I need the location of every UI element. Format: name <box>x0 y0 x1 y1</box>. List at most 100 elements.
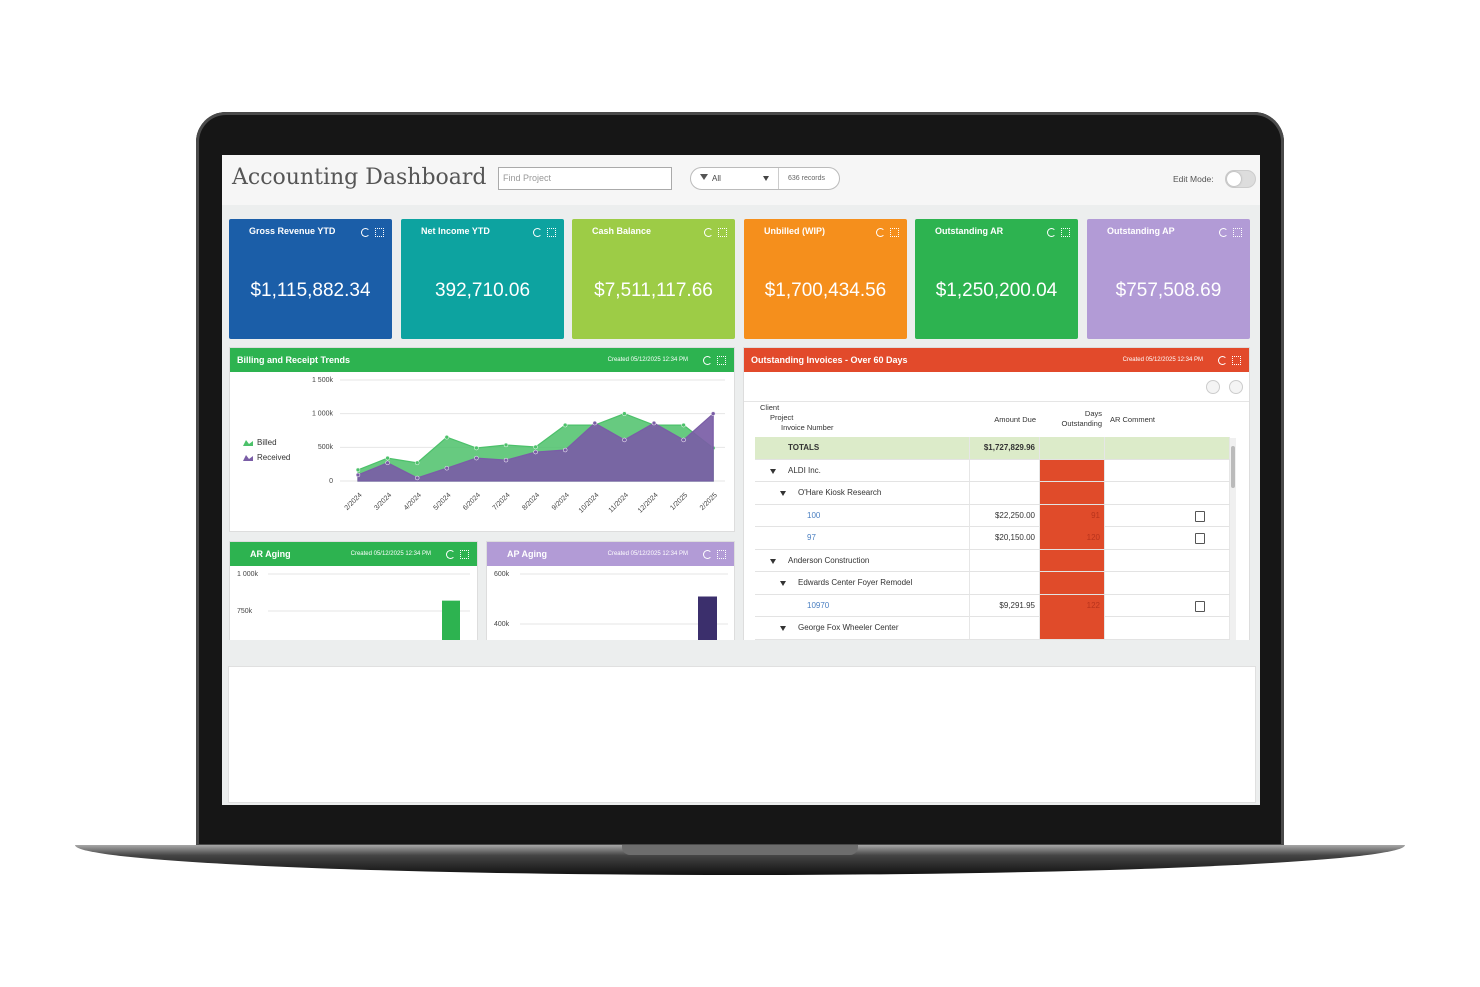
edit-comment-icon[interactable] <box>1195 600 1205 612</box>
data-point <box>385 460 390 466</box>
refresh-icon[interactable] <box>703 550 712 559</box>
amount-due: $9,291.95 <box>999 600 1035 610</box>
laptop-notch <box>622 845 858 855</box>
name-cell: George Fox Wheeler Center <box>755 617 970 639</box>
column-label: AR Comment <box>1110 415 1156 424</box>
data-point <box>622 437 627 443</box>
filter-value[interactable]: All <box>712 174 721 183</box>
expand-icon[interactable] <box>1232 356 1241 365</box>
edit-comment-icon[interactable] <box>1195 533 1205 544</box>
x-tick-label: 3/2024 <box>373 492 393 512</box>
y-tick-label: 1 500k <box>312 377 334 384</box>
divider <box>778 168 779 189</box>
refresh-icon[interactable] <box>704 228 713 237</box>
data-point <box>414 475 420 481</box>
comment-cell <box>1105 594 1230 617</box>
kpi-card: Net Income YTD 392,710.06 <box>401 219 564 339</box>
panel-header: Outstanding Invoices - Over 60 Days Creat… <box>744 348 1249 372</box>
kpi-card: Outstanding AR $1,250,200.04 <box>915 219 1078 339</box>
invoice-label[interactable]: 100 <box>807 510 821 520</box>
client-row: ALDI Inc. <box>755 459 1230 482</box>
days-cell <box>1040 459 1105 481</box>
expand-icon[interactable] <box>1061 228 1070 237</box>
panel-title: Billing and Receipt Trends <box>237 355 351 365</box>
data-point <box>444 434 450 440</box>
expand-icon[interactable] <box>718 228 727 237</box>
expand-icon[interactable] <box>1233 228 1242 237</box>
panel-subtitle: Created 05/12/2025 12:34 PM <box>607 551 688 557</box>
invoice-label[interactable]: 97 <box>807 533 816 542</box>
panel-title: AP Aging <box>507 549 547 559</box>
filter-button[interactable] <box>1229 380 1243 394</box>
kpi-title: Cash Balance <box>592 226 652 236</box>
refresh-icon[interactable] <box>1219 228 1228 237</box>
refresh-icon[interactable] <box>446 550 455 559</box>
data-point <box>651 420 657 426</box>
expand-icon[interactable] <box>460 550 469 559</box>
y-tick-label: 400k <box>494 621 510 628</box>
refresh-icon[interactable] <box>1047 228 1056 237</box>
kpi-title: Unbilled (WIP) <box>764 226 825 236</box>
project-row: Edwards Center Foyer Remodel <box>755 572 1230 595</box>
days-cell <box>1040 482 1105 504</box>
data-point <box>385 455 390 461</box>
expand-caret[interactable] <box>780 581 786 586</box>
dropdown-arrow[interactable] <box>763 176 769 181</box>
legend-label: Billed <box>257 438 277 447</box>
expand-icon[interactable] <box>375 228 384 237</box>
data-point <box>592 420 598 426</box>
scrollbar[interactable] <box>1230 438 1236 640</box>
scroll-thumb[interactable] <box>1231 446 1235 488</box>
cell <box>1040 437 1105 459</box>
kpi-title: Net Income YTD <box>421 226 490 236</box>
refresh-icon[interactable] <box>876 228 885 237</box>
refresh-icon[interactable] <box>1218 356 1227 365</box>
days-outstanding: 122 <box>1086 600 1100 610</box>
kpi-value: $1,250,200.04 <box>935 280 1058 301</box>
column-label: Client <box>760 403 780 412</box>
project-label: O'Hare Kiosk Research <box>798 488 882 497</box>
data-point <box>622 411 627 416</box>
y-tick-label: 500k <box>318 444 334 451</box>
filter-icon <box>700 174 708 180</box>
expand-icon[interactable] <box>717 550 726 559</box>
expand-caret[interactable] <box>770 558 776 564</box>
days-cell: 120 <box>1040 527 1105 549</box>
kpi-card: Gross Revenue YTD $1,115,882.34 <box>229 219 392 339</box>
name-cell: ALDI Inc. <box>755 459 970 481</box>
comment-cell <box>1105 527 1230 549</box>
data-point <box>355 467 361 473</box>
edit-comment-icon[interactable] <box>1195 510 1205 522</box>
x-tick-label: 7/2024 <box>492 492 512 512</box>
table-body: ALDI Inc. O'Hare Kiosk Research 100 $22,250… <box>755 459 1230 640</box>
expand-icon[interactable] <box>717 356 726 365</box>
y-tick-label: 1 000k <box>237 571 259 578</box>
panel-subtitle: Created 05/12/2025 12:34 PM <box>607 357 688 363</box>
refresh-icon[interactable] <box>533 228 542 237</box>
expand-icon[interactable] <box>890 228 899 237</box>
name-cell: O'Hare Kiosk Research <box>755 482 970 504</box>
expand-caret[interactable] <box>780 491 786 496</box>
legend-icon <box>243 455 253 461</box>
data-point <box>533 444 538 450</box>
amount-cell <box>970 572 1040 594</box>
kpi-card: Unbilled (WIP) $1,700,434.56 <box>744 219 907 339</box>
days-cell: 91 <box>1040 504 1105 527</box>
client-label: ALDI Inc. <box>788 465 821 475</box>
expand-caret[interactable] <box>770 468 776 474</box>
days-cell <box>1040 549 1105 571</box>
expand-icon[interactable] <box>547 228 556 237</box>
cell <box>1105 437 1230 459</box>
invoice-label[interactable]: 10970 <box>807 600 830 610</box>
data-point <box>503 457 509 463</box>
refresh-icon[interactable] <box>703 356 712 365</box>
amount-cell <box>970 549 1040 571</box>
refresh-icon[interactable] <box>361 228 370 237</box>
kpi-value: $1,115,882.34 <box>250 280 371 301</box>
download-button[interactable] <box>1206 380 1220 394</box>
project-row: George Fox Wheeler Center <box>755 617 1230 640</box>
x-tick-label: 11/2024 <box>608 492 631 515</box>
search-input[interactable]: Find Project <box>498 167 672 190</box>
dashboard-title: Accounting Dashboard <box>232 165 487 190</box>
expand-caret[interactable] <box>780 626 786 631</box>
